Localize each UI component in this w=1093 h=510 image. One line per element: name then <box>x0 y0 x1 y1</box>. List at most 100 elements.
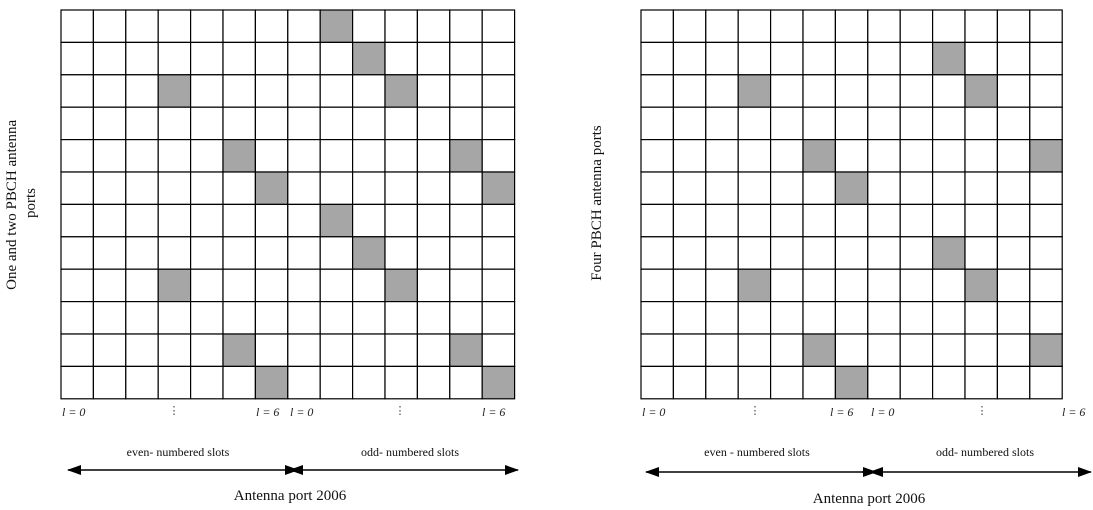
reference-signal-cell <box>931 236 966 270</box>
reference-signal-cell <box>449 333 483 368</box>
resource-element-cell <box>899 203 934 238</box>
resource-element-cell <box>769 236 804 270</box>
resource-element-cell <box>157 41 192 76</box>
resource-element-cell <box>384 203 419 238</box>
resource-element-cell <box>769 333 804 368</box>
resource-element-cell <box>287 74 321 108</box>
resource-element-cell <box>1029 268 1063 303</box>
resource-element-cell <box>931 171 966 206</box>
resource-element-cell <box>352 365 386 400</box>
resource-element-cell <box>964 171 999 206</box>
resource-element-cell <box>125 333 159 368</box>
resource-element-cell <box>1029 9 1063 44</box>
left-ellipsis-2: ⋮ <box>395 405 406 417</box>
resource-element-cell <box>60 139 95 173</box>
resource-element-cell <box>769 203 804 238</box>
resource-element-cell <box>1029 236 1063 270</box>
reference-signal-cell <box>834 365 869 400</box>
resource-element-cell <box>640 236 675 270</box>
resource-element-cell <box>899 365 934 400</box>
resource-element-cell <box>996 139 1031 173</box>
resource-element-cell <box>449 301 483 335</box>
reference-signal-cell <box>254 365 289 400</box>
resource-element-cell <box>931 333 966 368</box>
resource-element-cell <box>60 365 95 400</box>
right-resource-grid <box>640 9 1063 400</box>
resource-element-cell <box>867 203 901 238</box>
resource-element-cell <box>319 301 354 335</box>
resource-element-cell <box>449 41 483 76</box>
reference-signal-cell <box>1029 139 1063 173</box>
resource-element-cell <box>416 41 451 76</box>
resource-element-cell <box>964 41 999 76</box>
resource-element-cell <box>672 171 707 206</box>
resource-element-cell <box>157 9 192 44</box>
resource-element-cell <box>640 74 675 108</box>
resource-element-cell <box>867 106 901 141</box>
resource-element-cell <box>60 333 95 368</box>
resource-element-cell <box>769 9 804 44</box>
reference-signal-cell <box>834 171 869 206</box>
resource-element-cell <box>705 236 739 270</box>
reference-signal-cell <box>157 74 192 108</box>
resource-element-cell <box>92 236 127 270</box>
left-side-label-line-1: One and two PBCH antenna <box>4 120 20 290</box>
resource-element-cell <box>222 41 257 76</box>
left-resource-grid <box>60 9 516 400</box>
resource-element-cell <box>672 74 707 108</box>
resource-element-cell <box>481 203 516 238</box>
resource-element-cell <box>254 74 289 108</box>
resource-element-cell <box>640 41 675 76</box>
resource-element-cell <box>996 333 1031 368</box>
resource-element-cell <box>481 236 516 270</box>
resource-element-cell <box>640 139 675 173</box>
reference-signal-cell <box>931 41 966 76</box>
resource-element-cell <box>705 203 739 238</box>
resource-element-cell <box>899 9 934 44</box>
resource-element-cell <box>319 74 354 108</box>
resource-element-cell <box>867 41 901 76</box>
resource-element-cell <box>867 139 901 173</box>
right-symbol-label-1: l = 0 <box>642 405 665 419</box>
resource-element-cell <box>190 74 224 108</box>
reference-signal-cell <box>319 203 354 238</box>
resource-element-cell <box>157 171 192 206</box>
resource-element-cell <box>384 236 419 270</box>
resource-element-cell <box>416 333 451 368</box>
resource-element-cell <box>287 106 321 141</box>
resource-element-cell <box>481 301 516 335</box>
resource-element-cell <box>60 41 95 76</box>
resource-element-cell <box>92 74 127 108</box>
resource-element-cell <box>834 333 869 368</box>
resource-element-cell <box>222 106 257 141</box>
resource-element-cell <box>1029 365 1063 400</box>
resource-element-cell <box>287 41 321 76</box>
resource-element-cell <box>931 74 966 108</box>
resource-element-cell <box>931 268 966 303</box>
resource-element-cell <box>640 9 675 44</box>
resource-element-cell <box>867 171 901 206</box>
resource-element-cell <box>416 139 451 173</box>
resource-element-cell <box>416 301 451 335</box>
resource-element-cell <box>416 171 451 206</box>
resource-element-cell <box>867 301 901 335</box>
resource-element-cell <box>157 333 192 368</box>
resource-element-cell <box>416 365 451 400</box>
resource-element-cell <box>964 236 999 270</box>
resource-element-cell <box>737 9 772 44</box>
resource-element-cell <box>222 236 257 270</box>
reference-signal-cell <box>449 139 483 173</box>
resource-element-cell <box>319 41 354 76</box>
resource-element-cell <box>867 268 901 303</box>
resource-element-cell <box>60 171 95 206</box>
resource-element-cell <box>449 106 483 141</box>
resource-element-cell <box>384 365 419 400</box>
resource-element-cell <box>769 268 804 303</box>
resource-element-cell <box>899 106 934 141</box>
left-symbol-label-1: l = 0 <box>62 405 85 419</box>
resource-element-cell <box>319 139 354 173</box>
resource-element-cell <box>157 203 192 238</box>
resource-element-cell <box>352 268 386 303</box>
resource-element-cell <box>964 301 999 335</box>
resource-element-cell <box>481 106 516 141</box>
